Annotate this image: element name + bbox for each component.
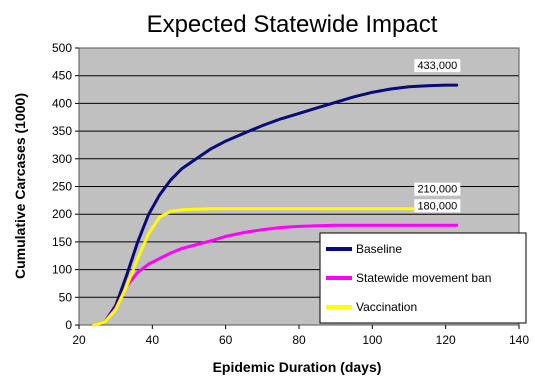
legend-box: [319, 232, 527, 324]
x-tick-label: 20: [72, 333, 86, 347]
legend-label: Vaccination: [356, 300, 417, 314]
y-tick-label: 50: [59, 290, 73, 304]
annotation-bg: [414, 182, 461, 196]
annotation-bg: [414, 59, 461, 73]
x-tick-label: 100: [362, 333, 382, 347]
annotation-label: 180,000: [417, 200, 457, 212]
x-tick-label: 140: [509, 333, 529, 347]
legend: Baseline Statewide movement ban Vaccinatio…: [319, 232, 527, 324]
x-tick-label: 80: [292, 333, 306, 347]
annotation-label: 210,000: [417, 184, 457, 196]
y-tick-label: 150: [52, 235, 72, 249]
y-axis-label: Cumulative Carcases (1000): [12, 93, 28, 279]
x-axis-ticks: 20 40 60 80 100 120 140: [72, 325, 529, 347]
x-tick-label: 40: [146, 333, 160, 347]
series-line-statewide-movement-ban: [92, 223, 459, 327]
y-tick-label: 450: [52, 69, 72, 83]
x-tick-label: 60: [219, 333, 233, 347]
y-tick-label: 350: [52, 124, 72, 138]
y-tick-label: 500: [52, 41, 72, 55]
series-lines: [92, 83, 459, 327]
y-tick-label: 300: [52, 152, 72, 166]
annotations: 433,000 210,000 180,000: [414, 59, 461, 213]
x-axis-label: Epidemic Duration (days): [213, 359, 382, 375]
annotation-bg: [414, 199, 461, 213]
y-tick-label: 250: [52, 180, 72, 194]
annotation-label: 433,000: [417, 60, 457, 72]
legend-label: Baseline: [356, 242, 402, 256]
y-tick-label: 200: [52, 207, 72, 221]
y-tick-label: 0: [65, 318, 72, 332]
series-line-baseline: [92, 83, 459, 327]
y-tick-label: 100: [52, 263, 72, 277]
x-tick-label: 120: [436, 333, 456, 347]
series-line-vaccination: [92, 207, 459, 327]
chart-title: Expected Statewide Impact: [147, 11, 438, 38]
y-axis-ticks: 0 50 100 150 200 250 300 350 400 450 500: [52, 41, 79, 332]
legend-label: Statewide movement ban: [356, 271, 491, 285]
y-tick-label: 400: [52, 96, 72, 110]
grid-lines: [79, 75, 519, 298]
